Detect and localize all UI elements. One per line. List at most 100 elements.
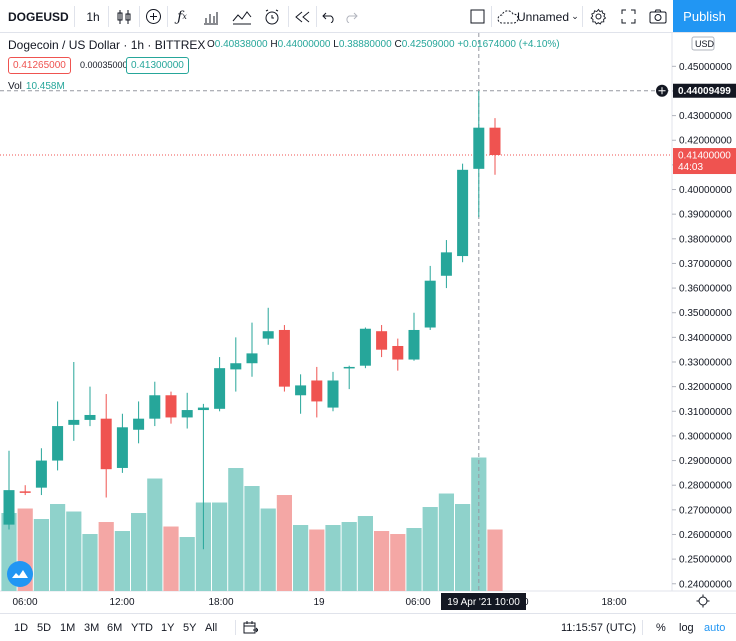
y-tick-label: 0.35000000 xyxy=(679,308,732,319)
open-value: 0.40838000 xyxy=(214,39,268,50)
sell-button[interactable]: 0.41265000 xyxy=(8,57,71,74)
crosshair-price-box xyxy=(673,83,736,98)
interval-button[interactable]: 1h xyxy=(86,9,100,24)
candle-body xyxy=(181,410,193,418)
toolbar-divider xyxy=(139,6,140,27)
volume-bar xyxy=(260,508,276,591)
templates-icon[interactable] xyxy=(231,0,253,33)
auto-toggle[interactable]: auto xyxy=(704,621,726,634)
buy-button[interactable]: 0.41300000 xyxy=(126,57,189,74)
range-3m[interactable]: 3M xyxy=(84,621,100,634)
range-5d[interactable]: 5D xyxy=(37,621,52,634)
financials-icon[interactable] xyxy=(201,0,221,33)
y-tick-label: 0.45000000 xyxy=(679,62,732,73)
volume-bar xyxy=(438,493,454,591)
volume-bar xyxy=(276,495,292,591)
range-1m[interactable]: 1M xyxy=(60,621,76,634)
candle-body xyxy=(165,395,177,418)
range-5y[interactable]: 5Y xyxy=(183,621,197,634)
y-tick-label: 0.29000000 xyxy=(679,456,732,467)
x-tick-label: 06:00 xyxy=(12,597,37,608)
x-tick-label: 06:00 xyxy=(405,597,430,608)
volume-bar xyxy=(179,537,195,591)
toolbar-divider xyxy=(235,620,236,635)
toolbar-divider xyxy=(642,620,643,635)
log-toggle[interactable]: log xyxy=(679,621,694,634)
y-tick-label: 0.30000000 xyxy=(679,431,732,442)
chart-area[interactable]: 0.24000000 0.25000000 0.26000000 0.27000000… xyxy=(0,33,736,613)
y-tick-label: 0.33000000 xyxy=(679,358,732,369)
y-tick-label: 0.34000000 xyxy=(679,333,732,344)
y-tick-label: 0.43000000 xyxy=(679,111,732,122)
add-compare-icon[interactable] xyxy=(143,0,163,33)
volume-bar xyxy=(212,502,228,591)
clock-time[interactable]: 11:15:57 (UTC) xyxy=(561,621,636,634)
toolbar-divider xyxy=(108,6,109,27)
chevron-down-icon[interactable]: ⌄ xyxy=(571,11,579,21)
percent-toggle[interactable]: % xyxy=(656,621,666,634)
currency-box xyxy=(691,36,715,51)
bottom-toolbar: 1D 5D 1M 3M 6M YTD 1Y 5Y All 11:15:57 (U… xyxy=(0,613,736,640)
cloud-icon[interactable] xyxy=(496,0,520,33)
candle-body xyxy=(376,331,388,350)
close-key: C xyxy=(394,39,402,50)
candle-body xyxy=(35,460,47,488)
fullscreen-icon[interactable] xyxy=(618,0,638,33)
candle-body xyxy=(457,169,469,257)
high-value: 0.44000000 xyxy=(277,39,331,50)
close-value: 0.42509000 xyxy=(401,39,455,50)
publish-button[interactable]: Publish xyxy=(673,0,736,32)
candle-body xyxy=(19,491,31,493)
y-tick-label: 0.31000000 xyxy=(679,407,732,418)
volume-bar xyxy=(147,478,163,591)
candle-body xyxy=(440,252,452,276)
y-tick-label: 0.32000000 xyxy=(679,382,732,393)
snapshot-icon[interactable] xyxy=(647,0,669,33)
volume-value: 10.458M xyxy=(25,81,65,92)
y-tick-label: 0.38000000 xyxy=(679,234,732,245)
candle-body xyxy=(408,329,420,360)
y-tick-label: 0.36000000 xyxy=(679,284,732,295)
volume-bar xyxy=(406,528,422,591)
tradingview-logo-icon[interactable] xyxy=(7,561,33,587)
low-key: L xyxy=(333,39,339,50)
candle-body xyxy=(68,419,80,425)
crosshair-time-box xyxy=(441,593,526,610)
change-value: +0.01674000 (+4.10%) xyxy=(457,39,560,50)
candle-body xyxy=(214,368,226,409)
volume-bar xyxy=(98,522,114,591)
alert-icon[interactable] xyxy=(261,0,283,33)
volume-bar xyxy=(293,525,309,591)
toolbar-divider xyxy=(167,6,168,27)
volume-bar xyxy=(390,534,406,591)
candle-body xyxy=(311,380,323,402)
undo-icon[interactable] xyxy=(320,0,338,33)
candle-body xyxy=(473,127,485,169)
layout-name[interactable]: Unnamed xyxy=(516,9,570,24)
candle-body xyxy=(489,127,501,156)
symbol-search[interactable]: DOGEUSD xyxy=(8,9,69,24)
candle-body xyxy=(392,345,404,360)
y-tick-label: 0.40000000 xyxy=(679,185,732,196)
toolbar-divider xyxy=(316,6,317,27)
range-6m[interactable]: 6M xyxy=(107,621,123,634)
go-to-date-icon[interactable] xyxy=(243,614,258,641)
range-ytd[interactable]: YTD xyxy=(131,621,153,634)
range-1y[interactable]: 1Y xyxy=(161,621,175,634)
candle-body xyxy=(197,407,209,411)
candles-icon[interactable] xyxy=(114,0,134,33)
price-chart[interactable]: 0.24000000 0.25000000 0.26000000 0.27000000… xyxy=(0,33,736,613)
replay-icon[interactable] xyxy=(292,0,312,33)
layout-square-icon[interactable] xyxy=(467,0,487,33)
candle-body xyxy=(278,329,290,387)
chart-title: Dogecoin / US Dollar · 1h · BITTREX xyxy=(8,38,206,52)
redo-icon[interactable] xyxy=(342,0,360,33)
toolbar-divider xyxy=(288,6,289,27)
settings-icon[interactable] xyxy=(588,0,608,33)
candle-body xyxy=(52,426,64,461)
range-all[interactable]: All xyxy=(205,621,218,634)
volume-bar xyxy=(244,486,260,591)
candle-body xyxy=(3,490,15,525)
range-1d[interactable]: 1D xyxy=(14,621,29,634)
